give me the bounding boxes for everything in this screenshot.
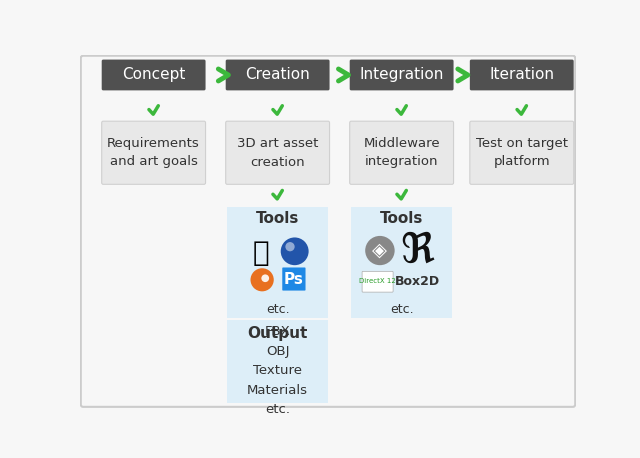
FancyBboxPatch shape [226,121,330,184]
Circle shape [285,242,294,251]
Text: Iteration: Iteration [489,67,554,82]
Text: Requirements
and art goals: Requirements and art goals [108,137,200,169]
Text: Output: Output [248,326,308,341]
FancyBboxPatch shape [282,267,305,290]
Text: Middleware
integration: Middleware integration [364,137,440,169]
Circle shape [365,236,395,265]
Text: Tools: Tools [380,212,423,226]
Text: ℜ: ℜ [400,229,434,272]
Text: Test on target
platform: Test on target platform [476,137,568,169]
Text: DirectX 12: DirectX 12 [359,278,396,284]
FancyBboxPatch shape [362,271,393,292]
FancyBboxPatch shape [470,60,573,90]
FancyBboxPatch shape [102,121,205,184]
Text: Integration: Integration [360,67,444,82]
FancyBboxPatch shape [349,60,454,90]
Text: Concept: Concept [122,67,186,82]
FancyBboxPatch shape [226,60,330,90]
Text: Tools: Tools [256,212,300,226]
Text: ◈: ◈ [372,241,387,260]
FancyBboxPatch shape [227,320,328,403]
Circle shape [250,268,274,291]
FancyBboxPatch shape [102,60,205,90]
FancyBboxPatch shape [227,207,328,318]
Text: Ps: Ps [284,272,304,287]
Circle shape [261,274,269,282]
Text: etc.: etc. [390,303,413,316]
FancyBboxPatch shape [81,56,575,407]
Text: FBX
OBJ
Texture
Materials
etc.: FBX OBJ Texture Materials etc. [247,325,308,416]
Text: 🐎: 🐎 [252,239,269,267]
Text: Box2D: Box2D [395,275,440,288]
FancyBboxPatch shape [349,121,454,184]
Text: etc.: etc. [266,303,289,316]
FancyBboxPatch shape [351,207,452,318]
Text: 3D art asset
creation: 3D art asset creation [237,137,318,169]
Circle shape [281,237,308,265]
FancyBboxPatch shape [470,121,573,184]
Text: Creation: Creation [245,67,310,82]
